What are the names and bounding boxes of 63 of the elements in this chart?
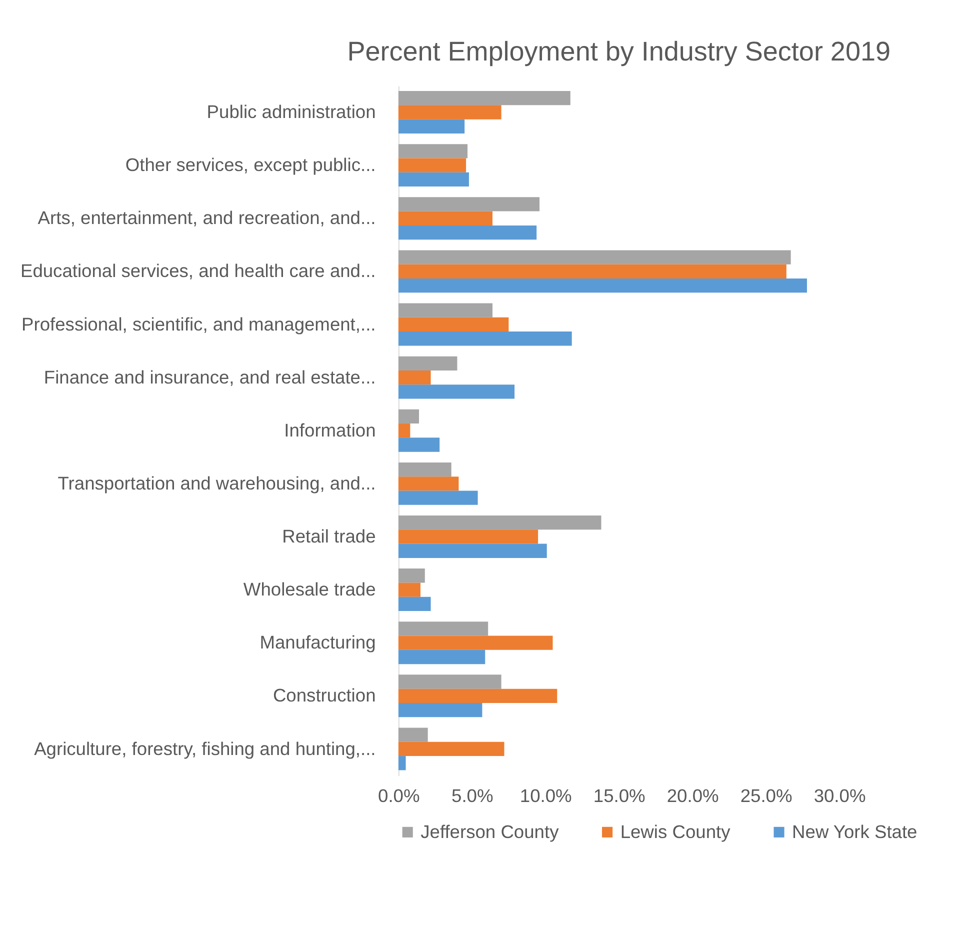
bar — [398, 544, 547, 558]
bar — [398, 303, 492, 318]
y-tick-label: Other services, except public... — [125, 154, 376, 176]
bar — [398, 211, 492, 226]
bar — [398, 490, 478, 505]
bar — [398, 356, 458, 370]
bar — [398, 622, 488, 636]
x-tick-label: 5.0% — [452, 785, 494, 806]
y-tick-label: Information — [284, 419, 376, 440]
bar — [398, 158, 466, 172]
bar — [398, 596, 431, 612]
x-tick-label: 10.0% — [520, 785, 572, 806]
bar — [398, 462, 452, 477]
bar — [398, 264, 786, 278]
y-tick-label: Manufacturing — [260, 632, 376, 653]
bar — [398, 370, 431, 385]
bar — [398, 197, 540, 212]
chart-title: Percent Employment by Industry Sector 2019 — [347, 36, 891, 67]
bar — [398, 250, 791, 264]
y-tick-label: Arts, entertainment, and recreation, and... — [38, 207, 376, 228]
bar — [398, 516, 602, 530]
bar — [398, 582, 420, 597]
bar — [398, 756, 406, 770]
y-tick-label: Construction — [272, 684, 376, 706]
x-tick-label: 25.0% — [740, 785, 792, 806]
bar — [398, 278, 807, 293]
bar — [398, 742, 504, 756]
y-tick-label: Wholesale trade — [243, 578, 376, 600]
bar — [398, 438, 440, 452]
y-tick-label: Agriculture, forestry, fishing and hunting,... — [34, 738, 376, 759]
bar — [398, 530, 538, 544]
y-tick-label: Retail trade — [282, 526, 376, 547]
bar — [398, 424, 410, 438]
x-tick-label: 20.0% — [666, 785, 719, 806]
x-tick-label: 30.0% — [814, 785, 866, 806]
bar — [398, 568, 425, 583]
bar — [398, 688, 558, 703]
bar — [398, 409, 420, 424]
bar — [398, 105, 502, 120]
legend-label: Lewis County — [620, 820, 732, 842]
y-tick-label: Public administration — [206, 101, 376, 122]
legend-label: Jefferson County — [420, 820, 560, 842]
y-tick-label: Educational services, and health care and... — [20, 260, 376, 282]
bar — [398, 91, 570, 106]
bar — [398, 702, 482, 718]
bar — [398, 172, 469, 187]
bar — [398, 317, 509, 332]
y-tick-label: Finance and insurance, and real estate... — [44, 366, 376, 388]
legend-label: New York State — [792, 820, 918, 842]
bar — [398, 119, 465, 134]
y-tick-label: Professional, scientific, and management,... — [22, 313, 376, 334]
bar — [398, 144, 468, 158]
bar — [398, 650, 486, 664]
x-tick-label: 0.0% — [378, 785, 420, 806]
bar — [398, 384, 515, 399]
x-tick-label: 15.0% — [593, 785, 646, 806]
bar — [398, 728, 428, 742]
bar — [398, 225, 537, 240]
y-tick-label: Transportation and warehousing, and... — [58, 472, 376, 494]
bar — [398, 476, 459, 491]
bar — [398, 636, 553, 650]
bar — [398, 332, 572, 346]
bar — [398, 674, 502, 689]
